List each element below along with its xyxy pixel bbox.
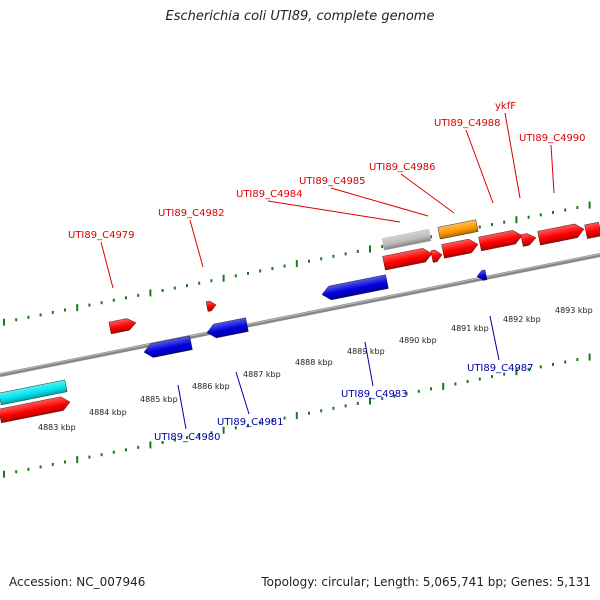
reverse-gene-label: UTI89_C4983 — [341, 389, 408, 400]
reverse-gene-label: UTI89_C4981 — [217, 417, 284, 428]
forward-gene-label: UTI89_C4982 — [158, 208, 225, 219]
genome-summary: Topology: circular; Length: 5,065,741 bp… — [261, 575, 591, 589]
kbp-label: 4892 kbp — [503, 315, 541, 324]
reverse-gene-label-connector — [489, 315, 500, 361]
backbone-line — [0, 253, 600, 377]
cds-forward — [478, 230, 523, 252]
cds-forward — [430, 249, 443, 263]
forward-gene-label: UTI89_C4988 — [434, 118, 501, 129]
forward-gene-label: UTI89_C4986 — [369, 162, 436, 173]
accession-text: Accession: NC_007946 — [9, 575, 146, 589]
kbp-label: 4886 kbp — [192, 382, 230, 391]
kbp-label: 4889 kbp — [347, 347, 385, 356]
reverse-gene-label: UTI89_C4987 — [467, 363, 534, 374]
other-feature — [437, 219, 479, 240]
kbp-label: 4884 kbp — [89, 408, 127, 417]
cds-forward — [108, 318, 137, 335]
cds-reverse — [476, 269, 488, 281]
forward-gene-label: ykfF — [495, 101, 516, 112]
cds-forward — [205, 300, 217, 312]
cds-forward — [382, 248, 433, 271]
forward-gene-label-connector — [330, 187, 429, 217]
forward-gene-label-connector — [504, 112, 521, 199]
forward-gene-label: UTI89_C4984 — [236, 189, 303, 200]
gene-labels: 4883 kbp 4884 kbp 4885 kbp 4886 kbp 4887 kbp… — [38, 101, 593, 443]
reverse-gene-label-connector — [235, 371, 250, 415]
kbp-label: 4891 kbp — [451, 324, 489, 333]
forward-gene-label: UTI89_C4990 — [519, 133, 586, 144]
cds-reverse — [143, 335, 193, 358]
pseudo-feature — [381, 228, 432, 251]
kbp-label: 4885 kbp — [140, 395, 178, 404]
kbp-label: 4887 kbp — [243, 370, 281, 379]
label-connectors — [100, 112, 555, 430]
reverse-gene-label: UTI89_C4980 — [154, 432, 221, 443]
kbp-label: 4888 kbp — [295, 358, 333, 367]
kbp-label: 4890 kbp — [399, 336, 437, 345]
reverse-gene-label-connector — [364, 341, 374, 387]
features — [0, 219, 600, 424]
cds-forward — [520, 233, 537, 247]
cds-reverse — [206, 317, 249, 339]
backbone — [0, 253, 600, 377]
forward-gene-label: UTI89_C4985 — [299, 176, 366, 187]
kbp-label: 4893 kbp — [555, 306, 593, 315]
forward-gene-label-connector — [400, 173, 455, 214]
forward-gene-label-connector — [189, 219, 204, 268]
reverse-gene-label-connector — [177, 384, 187, 430]
cds-forward — [0, 396, 71, 424]
forward-gene-label-connector — [267, 200, 401, 223]
rna-feature — [0, 379, 68, 406]
cds-reverse — [321, 274, 389, 301]
forward-gene-label-connector — [550, 144, 555, 194]
cds-forward — [537, 223, 585, 246]
map-title: Escherichia coli UTI89, complete genome — [165, 9, 435, 24]
cds-forward — [441, 238, 479, 259]
kbp-label: 4883 kbp — [38, 423, 76, 432]
backbone-highlight — [0, 253, 600, 375]
forward-gene-label-connector — [100, 241, 114, 289]
forward-gene-label: UTI89_C4979 — [68, 230, 135, 241]
forward-gene-label-connector — [465, 129, 494, 204]
cds-forward — [584, 221, 600, 239]
